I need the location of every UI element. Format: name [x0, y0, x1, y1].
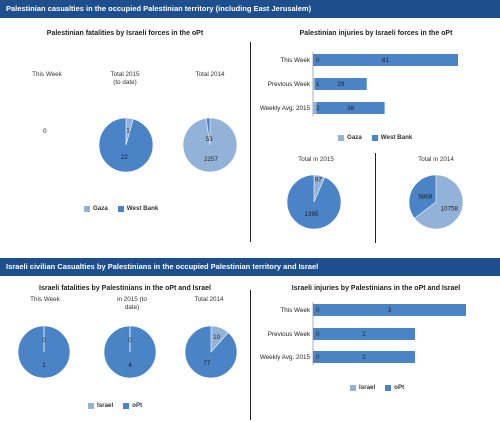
pie-inj2014-label-light: 10758: [441, 206, 459, 213]
legend-opt: oPt: [132, 402, 143, 409]
pie-total2014-label-dark: 53: [206, 136, 214, 143]
section1-banner: Palestinian casualties in the occupied P…: [0, 0, 500, 18]
pie-isr-week-label-dark: 1: [42, 362, 46, 369]
pie-total2014-label-light: 2257: [204, 156, 219, 163]
pal-injuries-legend: Gaza West Bank: [338, 134, 418, 141]
pal-inj-value-light: 1: [316, 81, 320, 88]
isr-fatalities-title: Israeli fatalities by Palestinians in th…: [39, 285, 211, 292]
pal-inj-tick-label: This Week: [280, 57, 310, 64]
pal-inj-value-dark: 29: [337, 81, 345, 88]
pal-fatalities-title: Palestinian fatalities by Israeli forces…: [46, 30, 204, 37]
pie-total2015-label-dark: 22: [121, 154, 129, 161]
pie1b-label: Total 2015 (to date): [110, 71, 140, 86]
pal-injuries-title: Palestinian injuries by Israeli forces i…: [299, 30, 453, 37]
pie-inj2015-label-light: 97: [315, 176, 323, 183]
pie-isr-2015-label-light: 0: [128, 337, 132, 344]
isr-fatalities-legend: Israel oPt: [88, 402, 148, 409]
section1-divider: [250, 42, 251, 242]
pie1a-zero: 0: [43, 128, 47, 135]
isr-inj-tick-label: Previous Week: [268, 331, 311, 338]
isr-inj-value-light: 0: [316, 354, 320, 361]
pie-total2015-label-light: 1: [126, 127, 130, 134]
pal-inj-value-light: 0: [316, 57, 320, 64]
pie3c-label: Total 2014: [194, 296, 224, 303]
pie3a-label: This Week: [30, 296, 60, 303]
isr-injuries-legend: Israel oPt: [350, 384, 410, 391]
section2-divider: [250, 290, 251, 420]
legend-israel-2: Israel: [359, 384, 376, 391]
pal-inj-bar-dark: [316, 102, 385, 114]
pie-inj2014-label-dark: 5868: [418, 194, 433, 201]
pal-fatalities-legend: Gaza West Bank: [84, 205, 164, 212]
isr-injuries-title: Israeli injuries by Palestinians in the …: [291, 285, 461, 292]
pal-inj-value-dark: 38: [347, 105, 355, 112]
totals-divider: [375, 153, 376, 243]
pal-inj-tick-label: Previous Week: [268, 81, 311, 88]
pie-total2014-slice-light: [182, 117, 238, 173]
pie1a-label: This Week: [32, 71, 62, 78]
pie-isr-2015-label-dark: 4: [128, 362, 132, 369]
pie-isr-2014-label-light: 10: [213, 334, 221, 341]
legend-gaza: Gaza: [93, 205, 108, 212]
isr-inj-value-dark: 3: [388, 307, 392, 314]
isr-inj-tick-label: Weekly Avg. 2015: [260, 354, 311, 361]
section2-banner: Israeli civilian Casualties by Palestini…: [0, 258, 500, 276]
isr-inj-tick-label: This Week: [280, 307, 310, 314]
pie2a-label: Total in 2015: [298, 156, 334, 163]
pal-inj-value-light: 2: [316, 105, 320, 112]
isr-inj-value-light: 0: [316, 331, 320, 338]
pal-inj-bar-light: [313, 78, 315, 90]
legend-gaza-2: Gaza: [347, 134, 362, 141]
pie-isr-week-label-light: 0: [42, 337, 46, 344]
pie-inj2015-slice-light: [313, 174, 326, 203]
isr-inj-value-dark: 2: [362, 331, 366, 338]
pie-inj2014-slice-light: [414, 174, 464, 230]
pie1c-label: Total 2014: [195, 71, 225, 78]
pal-inj-tick-label: Weekly Avg. 2015: [260, 105, 311, 112]
pal-inj-bar-dark: [313, 54, 458, 66]
legend-westbank-2: West Bank: [380, 134, 413, 141]
pie-total2015-slice-light: [125, 117, 134, 146]
pie-inj2015-label-dark: 1395: [305, 211, 320, 218]
legend-israel: Israel: [97, 402, 114, 409]
pie3b-label: in 2015 (to date): [117, 296, 147, 311]
legend-westbank: West Bank: [126, 205, 159, 212]
pal-inj-bar-dark: [314, 78, 367, 90]
isr-inj-bar-dark: [313, 328, 415, 340]
pal-inj-bar-light: [313, 102, 317, 114]
isr-inj-value-dark: 2: [362, 354, 366, 361]
isr-inj-bar-dark: [313, 304, 466, 316]
isr-inj-value-light: 0: [316, 307, 320, 314]
pie-isr-2014-slice-light: [210, 325, 229, 353]
pie-isr-2014-label-dark: 77: [203, 360, 211, 367]
legend-opt-2: oPt: [394, 384, 405, 391]
isr-inj-bar-dark: [313, 351, 415, 363]
pal-inj-value-dark: 81: [382, 57, 390, 64]
pie2b-label: Total in 2014: [418, 156, 454, 163]
